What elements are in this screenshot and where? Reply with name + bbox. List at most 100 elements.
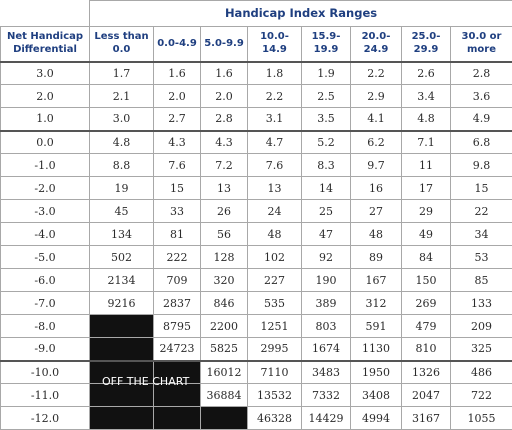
value-cell: 56 (201, 223, 248, 246)
value-cell: 9.8 (451, 154, 512, 177)
value-cell: 1326 (402, 361, 451, 384)
value-cell: 48 (351, 223, 402, 246)
value-cell: 2.6 (402, 62, 451, 85)
value-cell: 810 (402, 338, 451, 361)
value-cell: 26 (201, 200, 248, 223)
net-differential-cell: -5.0 (1, 246, 90, 269)
value-cell: 6.8 (451, 131, 512, 154)
value-cell: 222 (154, 246, 201, 269)
value-cell: 15 (451, 177, 512, 200)
value-cell: 7.6 (154, 154, 201, 177)
value-cell: 29 (402, 200, 451, 223)
net-differential-cell: -2.0 (1, 177, 90, 200)
column-header: 20.0-24.9 (351, 27, 402, 62)
net-differential-cell: 1.0 (1, 108, 90, 131)
value-cell: 8.3 (302, 154, 351, 177)
handicap-chart: Handicap Index Ranges Net Handicap Diffe… (0, 0, 512, 417)
net-differential-cell: -10.0 (1, 361, 90, 384)
value-cell: 2.7 (154, 108, 201, 131)
off-chart-cell (90, 338, 154, 361)
value-cell: 46328 (248, 407, 302, 430)
value-cell: 1.6 (201, 62, 248, 85)
value-cell: 479 (402, 315, 451, 338)
value-cell: 81 (154, 223, 201, 246)
value-cell: 1130 (351, 338, 402, 361)
column-header: 15.9-19.9 (302, 27, 351, 62)
value-cell: 14429 (302, 407, 351, 430)
value-cell: 4.8 (90, 131, 154, 154)
value-cell: 1.9 (302, 62, 351, 85)
value-cell: 84 (402, 246, 451, 269)
value-cell: 709 (154, 269, 201, 292)
value-cell: 2995 (248, 338, 302, 361)
range-title: Handicap Index Ranges (90, 1, 512, 27)
value-cell: 3.4 (402, 85, 451, 108)
value-cell: 2.9 (351, 85, 402, 108)
value-cell: 389 (302, 292, 351, 315)
net-differential-cell: -4.0 (1, 223, 90, 246)
value-cell: 2.0 (201, 85, 248, 108)
value-cell: 48 (248, 223, 302, 246)
value-cell: 34 (451, 223, 512, 246)
value-cell: 133 (451, 292, 512, 315)
value-cell: 4.1 (351, 108, 402, 131)
value-cell: 1251 (248, 315, 302, 338)
value-cell: 4.7 (248, 131, 302, 154)
value-cell: 2.8 (201, 108, 248, 131)
corner-blank (1, 1, 90, 27)
value-cell: 150 (402, 269, 451, 292)
value-cell: 4.3 (154, 131, 201, 154)
value-cell: 33 (154, 200, 201, 223)
column-header: 30.0 or more (451, 27, 512, 62)
value-cell: 13532 (248, 384, 302, 407)
off-chart-cell (154, 407, 201, 430)
net-differential-cell: -11.0 (1, 384, 90, 407)
value-cell: 269 (402, 292, 451, 315)
value-cell: 11 (402, 154, 451, 177)
value-cell: 49 (402, 223, 451, 246)
value-cell: 1.6 (154, 62, 201, 85)
value-cell: 8.8 (90, 154, 154, 177)
value-cell: 27 (351, 200, 402, 223)
value-cell: 1055 (451, 407, 512, 430)
value-cell: 803 (302, 315, 351, 338)
value-cell: 8795 (154, 315, 201, 338)
value-cell: 2200 (201, 315, 248, 338)
value-cell: 2.8 (451, 62, 512, 85)
value-cell: 14 (302, 177, 351, 200)
value-cell: 1.7 (90, 62, 154, 85)
value-cell: 16 (351, 177, 402, 200)
value-cell: 3408 (351, 384, 402, 407)
value-cell: 4.9 (451, 108, 512, 131)
value-cell: 3483 (302, 361, 351, 384)
value-cell: 24723 (154, 338, 201, 361)
value-cell: 2134 (90, 269, 154, 292)
net-differential-cell: -1.0 (1, 154, 90, 177)
value-cell: 4.3 (201, 131, 248, 154)
net-differential-cell: 0.0 (1, 131, 90, 154)
net-differential-cell: -3.0 (1, 200, 90, 223)
value-cell: 9.7 (351, 154, 402, 177)
value-cell: 5.2 (302, 131, 351, 154)
net-differential-cell: -6.0 (1, 269, 90, 292)
value-cell: 2.0 (154, 85, 201, 108)
value-cell: 227 (248, 269, 302, 292)
value-cell: 7.2 (201, 154, 248, 177)
off-chart-cell (201, 407, 248, 430)
value-cell: 9216 (90, 292, 154, 315)
value-cell: 7332 (302, 384, 351, 407)
value-cell: 1674 (302, 338, 351, 361)
value-cell: 535 (248, 292, 302, 315)
value-cell: 3167 (402, 407, 451, 430)
off-chart-label: OFF THE CHART (102, 376, 189, 387)
